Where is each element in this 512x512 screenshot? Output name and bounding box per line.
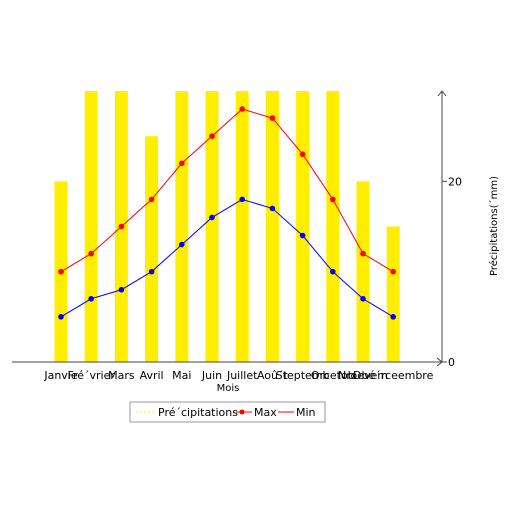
point-max-11	[360, 250, 366, 257]
bar-group	[54, 91, 400, 362]
point-min-1	[58, 314, 64, 320]
point-max-9	[299, 151, 306, 158]
x-axis-title: Mois	[217, 383, 240, 394]
bar-precipitations-5	[175, 91, 189, 362]
point-min-8	[269, 205, 276, 212]
bar-precipitations-12	[386, 226, 400, 362]
x-tick-label-2: Fré´vrier	[67, 369, 115, 382]
x-tick-label-3: Mars	[108, 369, 135, 382]
bar-precipitations-2	[84, 91, 98, 362]
y-axis-title: Précipitations(´mm)	[488, 176, 500, 276]
legend-label-precipitations: Pré´cipitations	[158, 406, 238, 419]
x-tick-label-8: Aoû´t	[257, 369, 289, 382]
point-min-3	[118, 286, 125, 293]
y-tick-label-0: 0	[448, 356, 455, 369]
series-line-max	[60, 108, 394, 273]
point-min-7	[239, 196, 245, 203]
point-max-5	[179, 160, 185, 167]
point-max-3	[118, 223, 125, 230]
point-min-11	[360, 295, 366, 302]
x-tick-label-6: Juin	[201, 369, 222, 382]
y-axis-arrow	[437, 90, 447, 97]
point-min-4	[148, 268, 155, 275]
bar-precipitations-7	[235, 91, 249, 362]
bar-precipitations-8	[265, 91, 279, 362]
x-tick-label-11: Nroevem	[338, 369, 388, 382]
point-max-2	[88, 250, 94, 257]
legend-label-max: Max	[254, 406, 277, 419]
point-max-12	[390, 268, 397, 275]
x-tick-label-5: Mai	[172, 369, 191, 382]
y-tick-label-20: 20	[448, 175, 462, 188]
bar-precipitations-6	[205, 91, 219, 362]
x-tick-label-1: Janvie	[43, 369, 78, 382]
x-tick-label-12: Dbé´rceembre	[353, 369, 434, 382]
point-max-4	[148, 196, 155, 203]
point-max-7	[239, 106, 245, 112]
legend-label-min: Min	[296, 406, 316, 419]
bar-precipitations-9	[296, 91, 310, 362]
series-line-min	[60, 198, 394, 318]
legend: Pré´cipitations Max Min	[129, 401, 326, 423]
legend-box	[129, 401, 326, 423]
point-min-6	[209, 214, 215, 221]
point-max-10	[330, 196, 336, 203]
bar-precipitations-11	[356, 181, 370, 362]
point-min-9	[299, 232, 306, 239]
point-max-6	[209, 133, 215, 139]
x-tick-label-4: Avril	[140, 369, 164, 382]
y-tick-group: 0 20	[442, 175, 462, 369]
point-min-2	[88, 295, 94, 302]
point-min-12	[390, 314, 397, 320]
line-group	[58, 106, 397, 320]
x-tick-label-9: Steptemb	[276, 369, 330, 382]
point-min-5	[179, 241, 185, 248]
x-tick-label-10: Orcetob	[311, 369, 355, 382]
x-tick-label-7: Juillet	[226, 369, 258, 382]
point-max-8	[269, 115, 276, 121]
bar-precipitations-4	[145, 136, 159, 362]
bar-precipitations-10	[326, 91, 340, 362]
point-max-1	[58, 268, 64, 275]
legend-marker-max	[239, 409, 245, 415]
point-min-10	[330, 268, 336, 275]
